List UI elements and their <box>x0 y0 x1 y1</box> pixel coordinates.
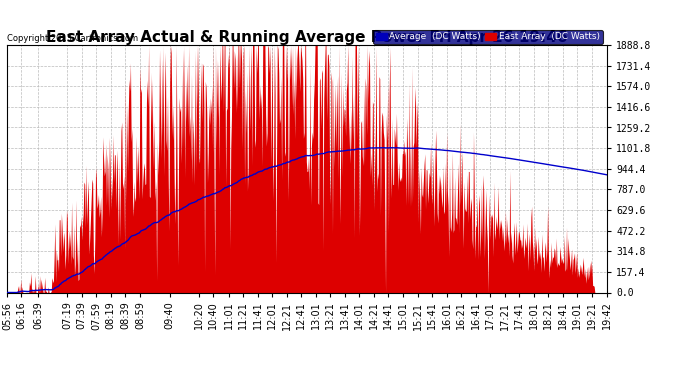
Legend: Average  (DC Watts), East Array  (DC Watts): Average (DC Watts), East Array (DC Watts… <box>373 30 602 44</box>
Text: Copyright 2013 Cartronics.com: Copyright 2013 Cartronics.com <box>7 33 138 42</box>
Title: East Array Actual & Running Average Power Fri Apr 26 19:46: East Array Actual & Running Average Powe… <box>46 30 568 45</box>
